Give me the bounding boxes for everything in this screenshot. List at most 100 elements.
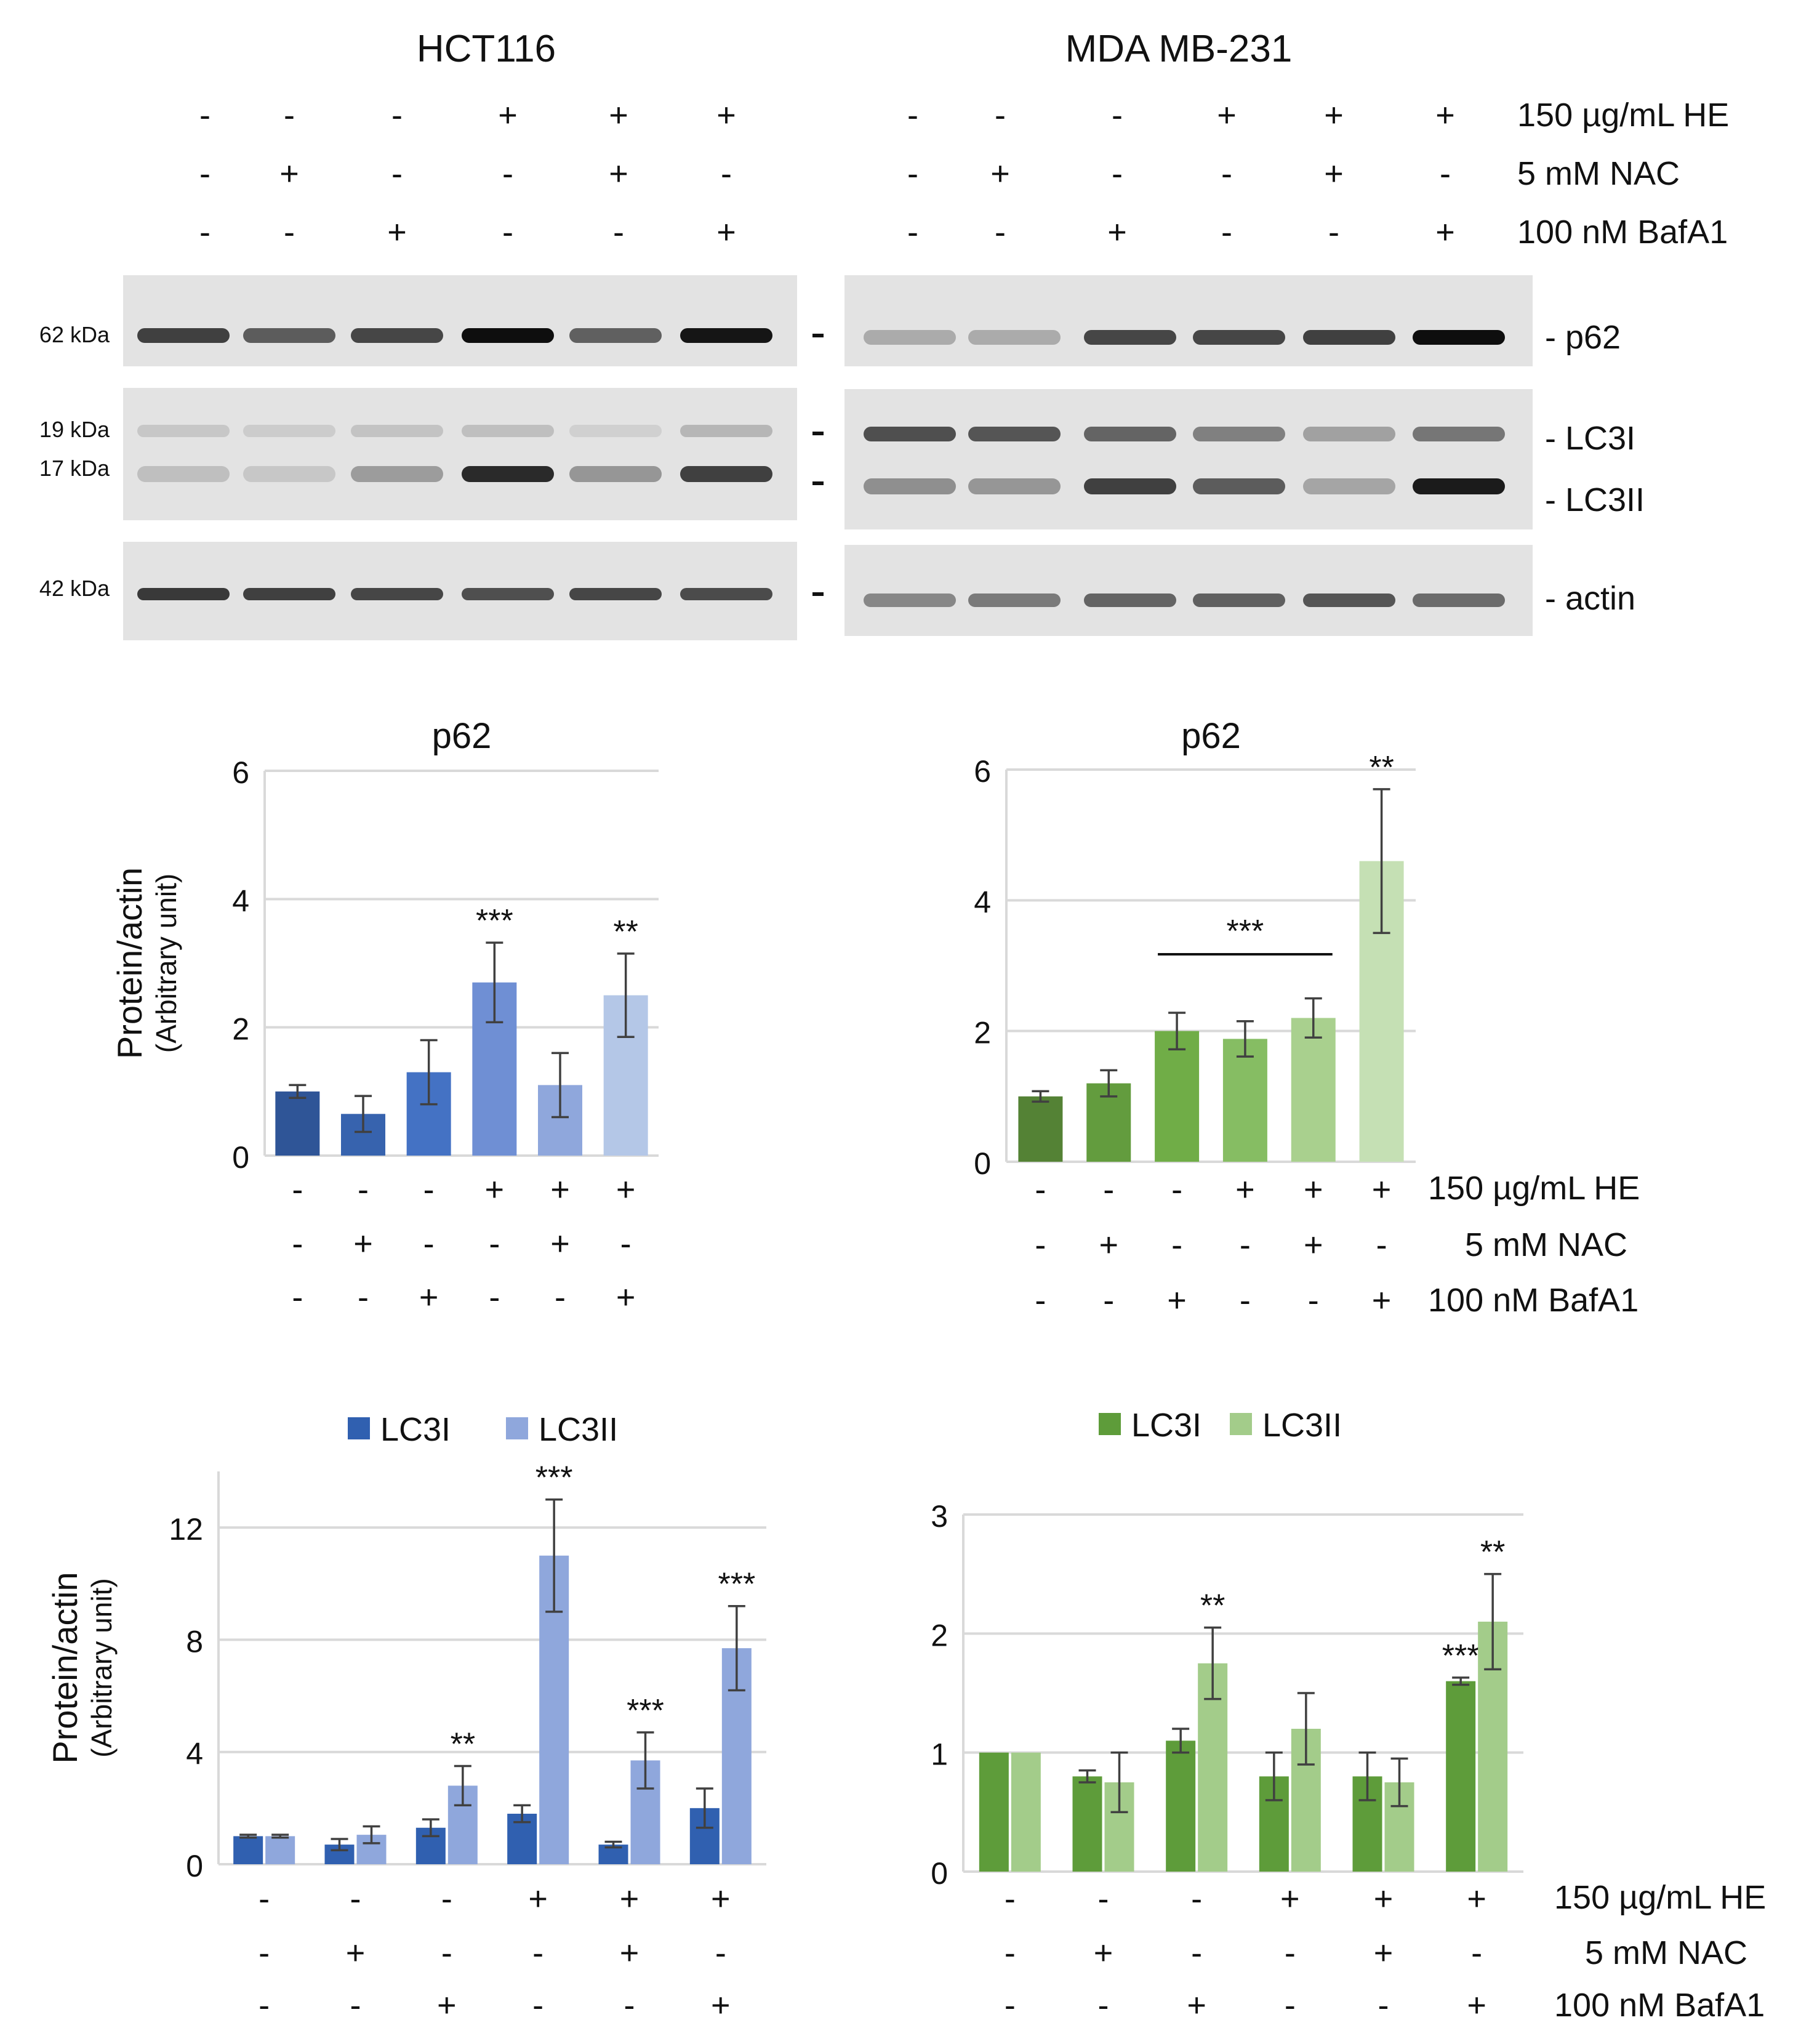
band-mda_actin xyxy=(1413,593,1505,607)
blot-hct-p62 xyxy=(123,275,797,366)
band-mda_lc3i xyxy=(1413,427,1505,441)
treatment-nac: - xyxy=(532,1934,544,1971)
y-tick-label: 0 xyxy=(232,1140,249,1175)
legend-swatch-lc3ii-blue xyxy=(506,1417,528,1439)
cell-line-mda: MDA MB-231 xyxy=(1065,28,1293,70)
band-mda_actin xyxy=(1084,593,1176,607)
treatment-nac: - xyxy=(715,1934,726,1971)
treatment-he: + xyxy=(616,1171,636,1208)
significance-label: *** xyxy=(535,1460,573,1496)
blot-treat-hct-nac: - xyxy=(721,155,732,192)
bar-p62 xyxy=(1291,1018,1336,1162)
blot-treat-mda-nac: - xyxy=(1440,155,1451,192)
band-hct_actin xyxy=(680,588,772,600)
treatment-nac: - xyxy=(1240,1226,1251,1263)
treatment-he: - xyxy=(1005,1880,1016,1917)
blot-treat-mda-nac: - xyxy=(1112,155,1123,192)
y-tick-label: 4 xyxy=(232,883,249,918)
y-tick-label: 3 xyxy=(931,1499,948,1534)
bar-lc3i xyxy=(1446,1681,1476,1872)
blot-hct-lc3 xyxy=(123,388,797,520)
treat-label-d-nac: 5 mM NAC xyxy=(1585,1934,1747,1971)
legend-swatch-lc3i-blue xyxy=(348,1417,370,1439)
y-tick-label: 6 xyxy=(974,754,991,789)
y-tick-label: 0 xyxy=(186,1849,203,1883)
treatment-he: + xyxy=(550,1171,570,1208)
protein-label-lc3ii: - LC3II xyxy=(1545,481,1645,518)
treatment-bafa1: - xyxy=(624,1987,635,2024)
treatment-he: + xyxy=(1374,1880,1394,1917)
blot-treat-mda-bafa1: - xyxy=(907,214,918,251)
treatment-he: + xyxy=(620,1880,640,1917)
treatment-bafa1: + xyxy=(437,1987,457,2024)
treatment-he: + xyxy=(1280,1880,1300,1917)
band-hct_lc3ii xyxy=(137,466,230,482)
blot-treat-hct-bafa1: + xyxy=(716,214,736,251)
blot-treat-hct-he: - xyxy=(391,97,403,134)
band-hct_lc3i xyxy=(351,425,443,437)
treatment-he: + xyxy=(1235,1171,1255,1208)
treatment-nac: + xyxy=(353,1225,373,1262)
treatment-bafa1: - xyxy=(358,1279,369,1316)
treatment-bafa1: - xyxy=(1240,1282,1251,1319)
treat-label-b-nac: 5 mM NAC xyxy=(1465,1226,1627,1263)
blot-treat-mda-he: + xyxy=(1435,97,1455,134)
band-mda_lc3i xyxy=(1193,427,1285,441)
band-mda_p62 xyxy=(968,330,1061,345)
blot-treat-hct-he: + xyxy=(609,97,628,134)
y-tick-label: 8 xyxy=(186,1624,203,1659)
blot-treat-hct-bafa1: + xyxy=(387,214,407,251)
band-mda_p62 xyxy=(1084,330,1176,345)
band-hct_lc3ii xyxy=(351,466,443,482)
chart-title: p62 xyxy=(1181,716,1241,756)
treatment-he: - xyxy=(1098,1880,1109,1917)
band-hct_lc3i xyxy=(680,425,772,437)
band-hct_actin xyxy=(243,588,335,600)
treatment-bafa1: + xyxy=(1372,1282,1392,1319)
blot-treat-label-bafa1: 100 nM BafA1 xyxy=(1517,214,1728,251)
blot-mda-lc3 xyxy=(844,389,1533,529)
treatment-nac: - xyxy=(1285,1934,1296,1971)
protein-label-p62: - p62 xyxy=(1545,319,1621,356)
treatment-bafa1: - xyxy=(1378,1987,1389,2024)
treatment-he: - xyxy=(259,1880,270,1917)
bar-p62 xyxy=(275,1091,320,1156)
band-mda_lc3ii xyxy=(1303,478,1395,494)
treat-label-d-baf: 100 nM BafA1 xyxy=(1554,1987,1765,2024)
treatment-nac: - xyxy=(292,1225,303,1262)
legend-label-lc3ii: LC3II xyxy=(539,1411,618,1448)
y-axis-label-unit: (Arbitrary unit) xyxy=(150,874,182,1053)
treatment-nac: - xyxy=(1191,1934,1202,1971)
treatment-nac: - xyxy=(1376,1226,1387,1263)
band-hct_p62 xyxy=(462,328,554,343)
treatment-he: - xyxy=(423,1171,435,1208)
treatment-bafa1: - xyxy=(532,1987,544,2024)
y-tick-label: 12 xyxy=(169,1512,203,1547)
bar-p62 xyxy=(1155,1031,1200,1162)
band-mda_lc3ii xyxy=(864,478,956,494)
bar-lc3i xyxy=(1166,1740,1196,1872)
bar-lc3i xyxy=(979,1752,1009,1872)
bar-lc3i xyxy=(1072,1776,1102,1872)
chart-title: p62 xyxy=(432,716,492,756)
treatment-he: - xyxy=(1035,1171,1046,1208)
treatment-bafa1: + xyxy=(711,1987,731,2024)
bar-lc3i xyxy=(233,1836,263,1864)
blot-treat-hct-he: + xyxy=(498,97,518,134)
mw-marker-62: 62 kDa xyxy=(39,322,110,347)
band-hct_lc3i xyxy=(462,425,554,437)
band-hct_p62 xyxy=(351,328,443,343)
band-mda_p62 xyxy=(864,330,956,345)
cell-line-hct116: HCT116 xyxy=(417,28,556,70)
blot-treat-hct-bafa1: - xyxy=(284,214,295,251)
treatment-bafa1: - xyxy=(1103,1282,1114,1319)
treatment-bafa1: - xyxy=(1285,1987,1296,2024)
protein-label-lc3i: - LC3I xyxy=(1545,420,1635,457)
significance-label: *** xyxy=(1442,1638,1480,1674)
band-hct_lc3i xyxy=(569,425,662,437)
treatment-he: - xyxy=(1171,1171,1182,1208)
y-tick-label: 4 xyxy=(186,1737,203,1771)
